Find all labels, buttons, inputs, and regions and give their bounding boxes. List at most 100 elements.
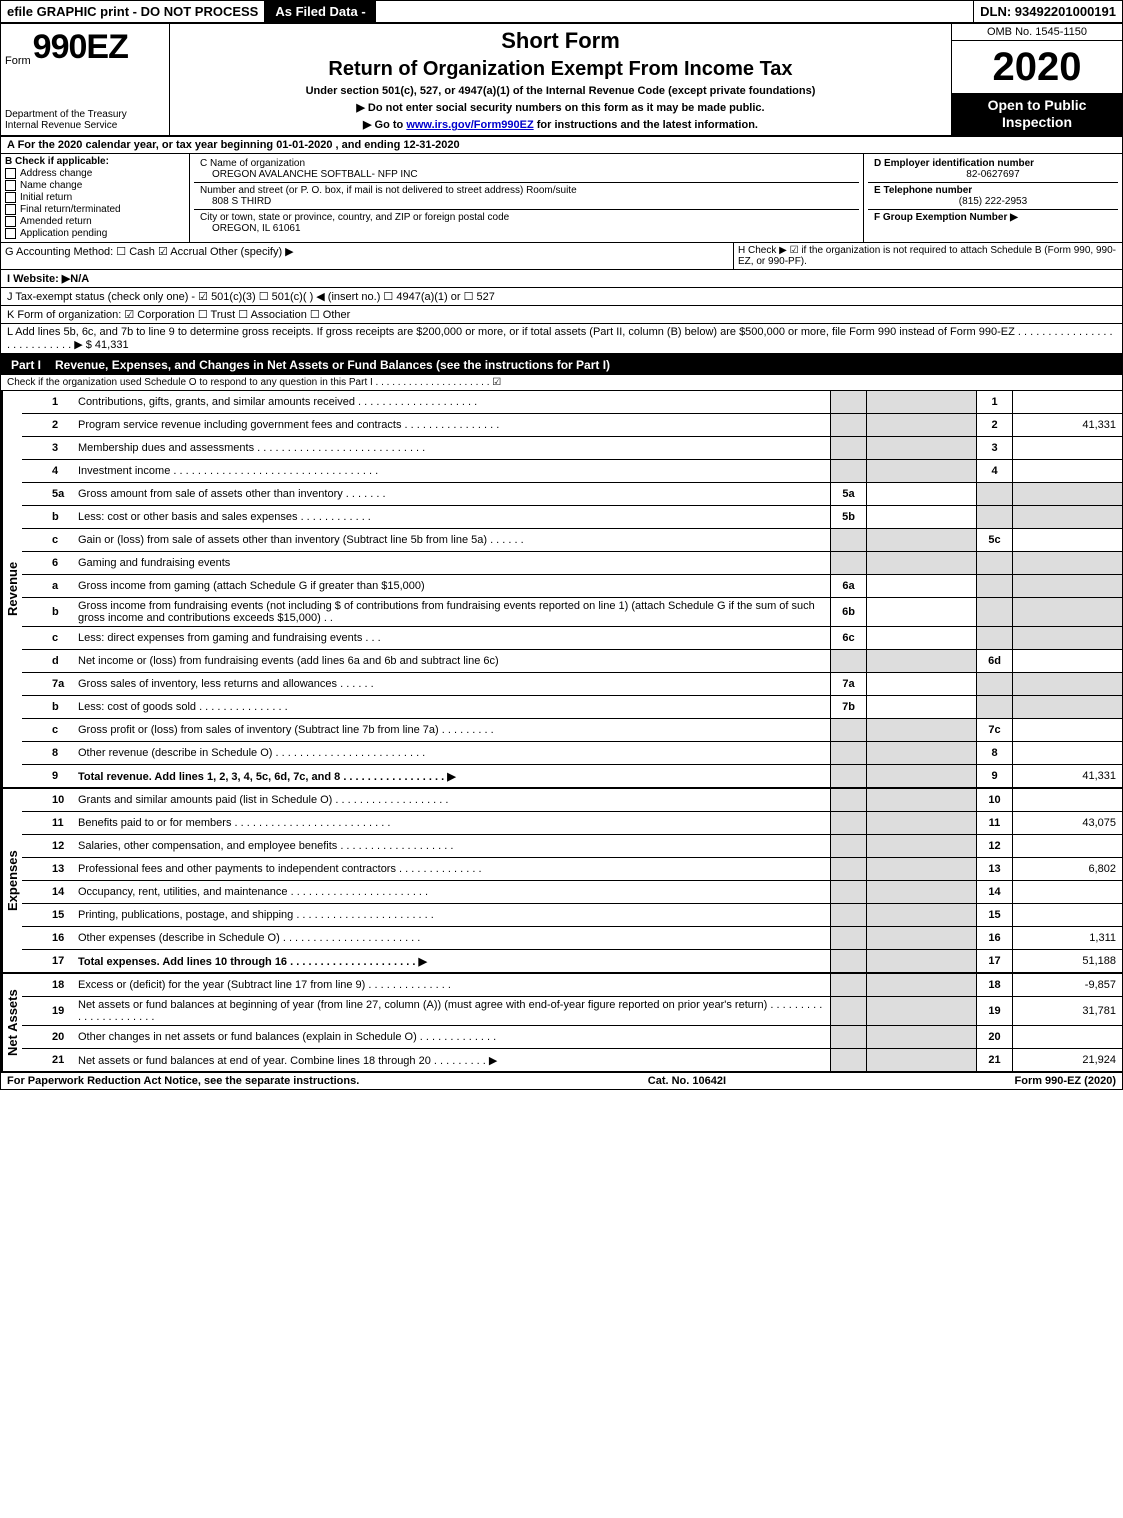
l10-text: Grants and similar amounts paid (list in…: [74, 789, 830, 812]
l20-text: Other changes in net assets or fund bala…: [74, 1026, 830, 1049]
l7b-text: Less: cost of goods sold . . . . . . . .…: [74, 696, 830, 719]
part1-label: Part I: [7, 358, 45, 372]
line-g-h: G Accounting Method: ☐ Cash ☑ Accrual Ot…: [1, 243, 1122, 270]
l2-num: 2: [48, 414, 74, 437]
city-block: City or town, state or province, country…: [194, 210, 859, 236]
org-name-block: C Name of organization OREGON AVALANCHE …: [194, 156, 859, 183]
l9-amt: 41,331: [1012, 765, 1122, 787]
l8-text: Other revenue (describe in Schedule O) .…: [74, 742, 830, 765]
ein: 82-0627697: [874, 169, 1112, 180]
entity-block: B Check if applicable: Address change Na…: [1, 154, 1122, 243]
cb-amended-label: Amended return: [20, 216, 92, 227]
l13-amt: 6,802: [1012, 858, 1122, 881]
l15-text: Printing, publications, postage, and shi…: [74, 904, 830, 927]
l4-text: Investment income . . . . . . . . . . . …: [74, 460, 830, 483]
l15-amt: [1012, 904, 1122, 927]
l10-amt: [1012, 789, 1122, 812]
efile-notice: efile GRAPHIC print - DO NOT PROCESS: [1, 1, 265, 22]
box-b-title: B Check if applicable:: [5, 156, 185, 167]
l6a-ibox: 6a: [830, 575, 866, 598]
cb-pending[interactable]: [5, 228, 16, 239]
l11-text: Benefits paid to or for members . . . . …: [74, 812, 830, 835]
netassets-body: 18Excess or (deficit) for the year (Subt…: [22, 974, 1122, 1071]
box-c-label: C Name of organization: [200, 158, 853, 169]
l6a-text: Gross income from gaming (attach Schedul…: [74, 575, 830, 598]
l6d-amt: [1012, 650, 1122, 673]
l1-box: 1: [976, 391, 1012, 414]
l3-box: 3: [976, 437, 1012, 460]
irs-link[interactable]: www.irs.gov/Form990EZ: [406, 119, 533, 131]
l20-box: 20: [976, 1026, 1012, 1049]
line-g: G Accounting Method: ☐ Cash ☑ Accrual Ot…: [1, 243, 733, 269]
l6c-num: c: [48, 627, 74, 650]
l14-box: 14: [976, 881, 1012, 904]
l4-box: 4: [976, 460, 1012, 483]
cb-address-label: Address change: [20, 168, 92, 179]
street-block: Number and street (or P. O. box, if mail…: [194, 183, 859, 210]
line-a: A For the 2020 calendar year, or tax yea…: [1, 137, 1122, 154]
open-line2: Inspection: [954, 114, 1120, 131]
cb-initial-label: Initial return: [20, 192, 72, 203]
part1-sub: Check if the organization used Schedule …: [1, 375, 1122, 391]
box-e-label: E Telephone number: [874, 185, 1112, 196]
l14-text: Occupancy, rent, utilities, and maintena…: [74, 881, 830, 904]
box-d-label: D Employer identification number: [874, 158, 1112, 169]
l6b-ibox: 6b: [830, 598, 866, 627]
line-l-text: L Add lines 5b, 6c, and 7b to line 9 to …: [7, 326, 1116, 351]
l5a-num: 5a: [48, 483, 74, 506]
l7b-ibox: 7b: [830, 696, 866, 719]
box-b: B Check if applicable: Address change Na…: [1, 154, 190, 242]
l6b-text: Gross income from fundraising events (no…: [74, 598, 830, 627]
cb-name[interactable]: [5, 180, 16, 191]
l16-amt: 1,311: [1012, 927, 1122, 950]
street: 808 S THIRD: [200, 196, 853, 207]
cb-initial[interactable]: [5, 192, 16, 203]
l6b-num: b: [48, 598, 74, 627]
footer-right: Form 990-EZ (2020): [1015, 1075, 1116, 1087]
l12-num: 12: [48, 835, 74, 858]
l21-box: 21: [976, 1049, 1012, 1071]
l10-num: 10: [48, 789, 74, 812]
l4-amt: [1012, 460, 1122, 483]
l17-num: 17: [48, 950, 74, 972]
box-c: C Name of organization OREGON AVALANCHE …: [190, 154, 864, 242]
cb-final[interactable]: [5, 204, 16, 215]
part1-heading: Revenue, Expenses, and Changes in Net As…: [55, 358, 610, 372]
l5c-text: Gain or (loss) from sale of assets other…: [74, 529, 830, 552]
revenue-grid: 1Contributions, gifts, grants, and simil…: [22, 391, 1122, 787]
dept-line1: Department of the Treasury: [5, 109, 165, 120]
l11-amt: 43,075: [1012, 812, 1122, 835]
short-form-title: Short Form: [178, 28, 943, 54]
l15-num: 15: [48, 904, 74, 927]
revenue-section: Revenue 1Contributions, gifts, grants, a…: [1, 391, 1122, 789]
cb-address[interactable]: [5, 168, 16, 179]
footer-mid: Cat. No. 10642I: [648, 1075, 726, 1087]
l6c-ibox: 6c: [830, 627, 866, 650]
l9-text: Total revenue. Add lines 1, 2, 3, 4, 5c,…: [74, 765, 830, 787]
line-h: H Check ▶ ☑ if the organization is not r…: [733, 243, 1122, 269]
l16-box: 16: [976, 927, 1012, 950]
l5a-text: Gross amount from sale of assets other t…: [74, 483, 830, 506]
l16-num: 16: [48, 927, 74, 950]
expenses-body: 10Grants and similar amounts paid (list …: [22, 789, 1122, 972]
l18-text: Excess or (deficit) for the year (Subtra…: [74, 974, 830, 997]
l15-box: 15: [976, 904, 1012, 927]
l21-text: Net assets or fund balances at end of ye…: [74, 1049, 830, 1071]
l7b-num: b: [48, 696, 74, 719]
line-k-text: K Form of organization: ☑ Corporation ☐ …: [7, 308, 350, 321]
l2-box: 2: [976, 414, 1012, 437]
cb-pending-label: Application pending: [20, 228, 107, 239]
l6c-iamt: [866, 627, 976, 650]
l7c-amt: [1012, 719, 1122, 742]
page-footer: For Paperwork Reduction Act Notice, see …: [1, 1073, 1122, 1089]
goto-pre: ▶ Go to: [363, 119, 406, 131]
l8-amt: [1012, 742, 1122, 765]
l13-num: 13: [48, 858, 74, 881]
l19-num: 19: [48, 997, 74, 1026]
header-center: Short Form Return of Organization Exempt…: [170, 24, 951, 135]
l13-text: Professional fees and other payments to …: [74, 858, 830, 881]
cb-amended[interactable]: [5, 216, 16, 227]
l5b-text: Less: cost or other basis and sales expe…: [74, 506, 830, 529]
netassets-grid: 18Excess or (deficit) for the year (Subt…: [22, 974, 1122, 1071]
goto-post: for instructions and the latest informat…: [534, 119, 758, 131]
